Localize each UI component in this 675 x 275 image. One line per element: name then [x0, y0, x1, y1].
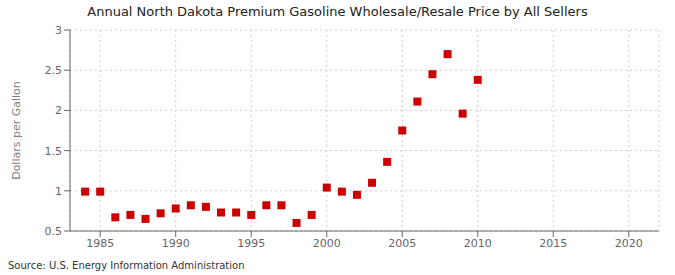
svg-text:Dollars per Gallon: Dollars per Gallon	[10, 81, 23, 180]
svg-text:2000: 2000	[313, 237, 341, 250]
svg-text:2010: 2010	[464, 237, 492, 250]
svg-text:2.5: 2.5	[45, 64, 63, 77]
html-text:Annual North Dakota Premium Ga: Annual North Dakota Premium Gasoline Who…	[87, 4, 588, 19]
svg-text:3: 3	[55, 24, 62, 37]
svg-text:1.5: 1.5	[45, 145, 63, 158]
svg-text:1985: 1985	[86, 237, 114, 250]
html-text:Source: U.S. Energy Informatio: Source: U.S. Energy Information Administ…	[8, 260, 245, 271]
svg-text:1: 1	[55, 185, 62, 198]
svg-text:0.5: 0.5	[45, 225, 63, 238]
svg-text:2: 2	[55, 104, 62, 117]
svg-text:2020: 2020	[615, 237, 643, 250]
svg-text:1995: 1995	[237, 237, 265, 250]
svg-text:1990: 1990	[162, 237, 190, 250]
svg-text:2015: 2015	[539, 237, 567, 250]
svg-text:2005: 2005	[388, 237, 416, 250]
